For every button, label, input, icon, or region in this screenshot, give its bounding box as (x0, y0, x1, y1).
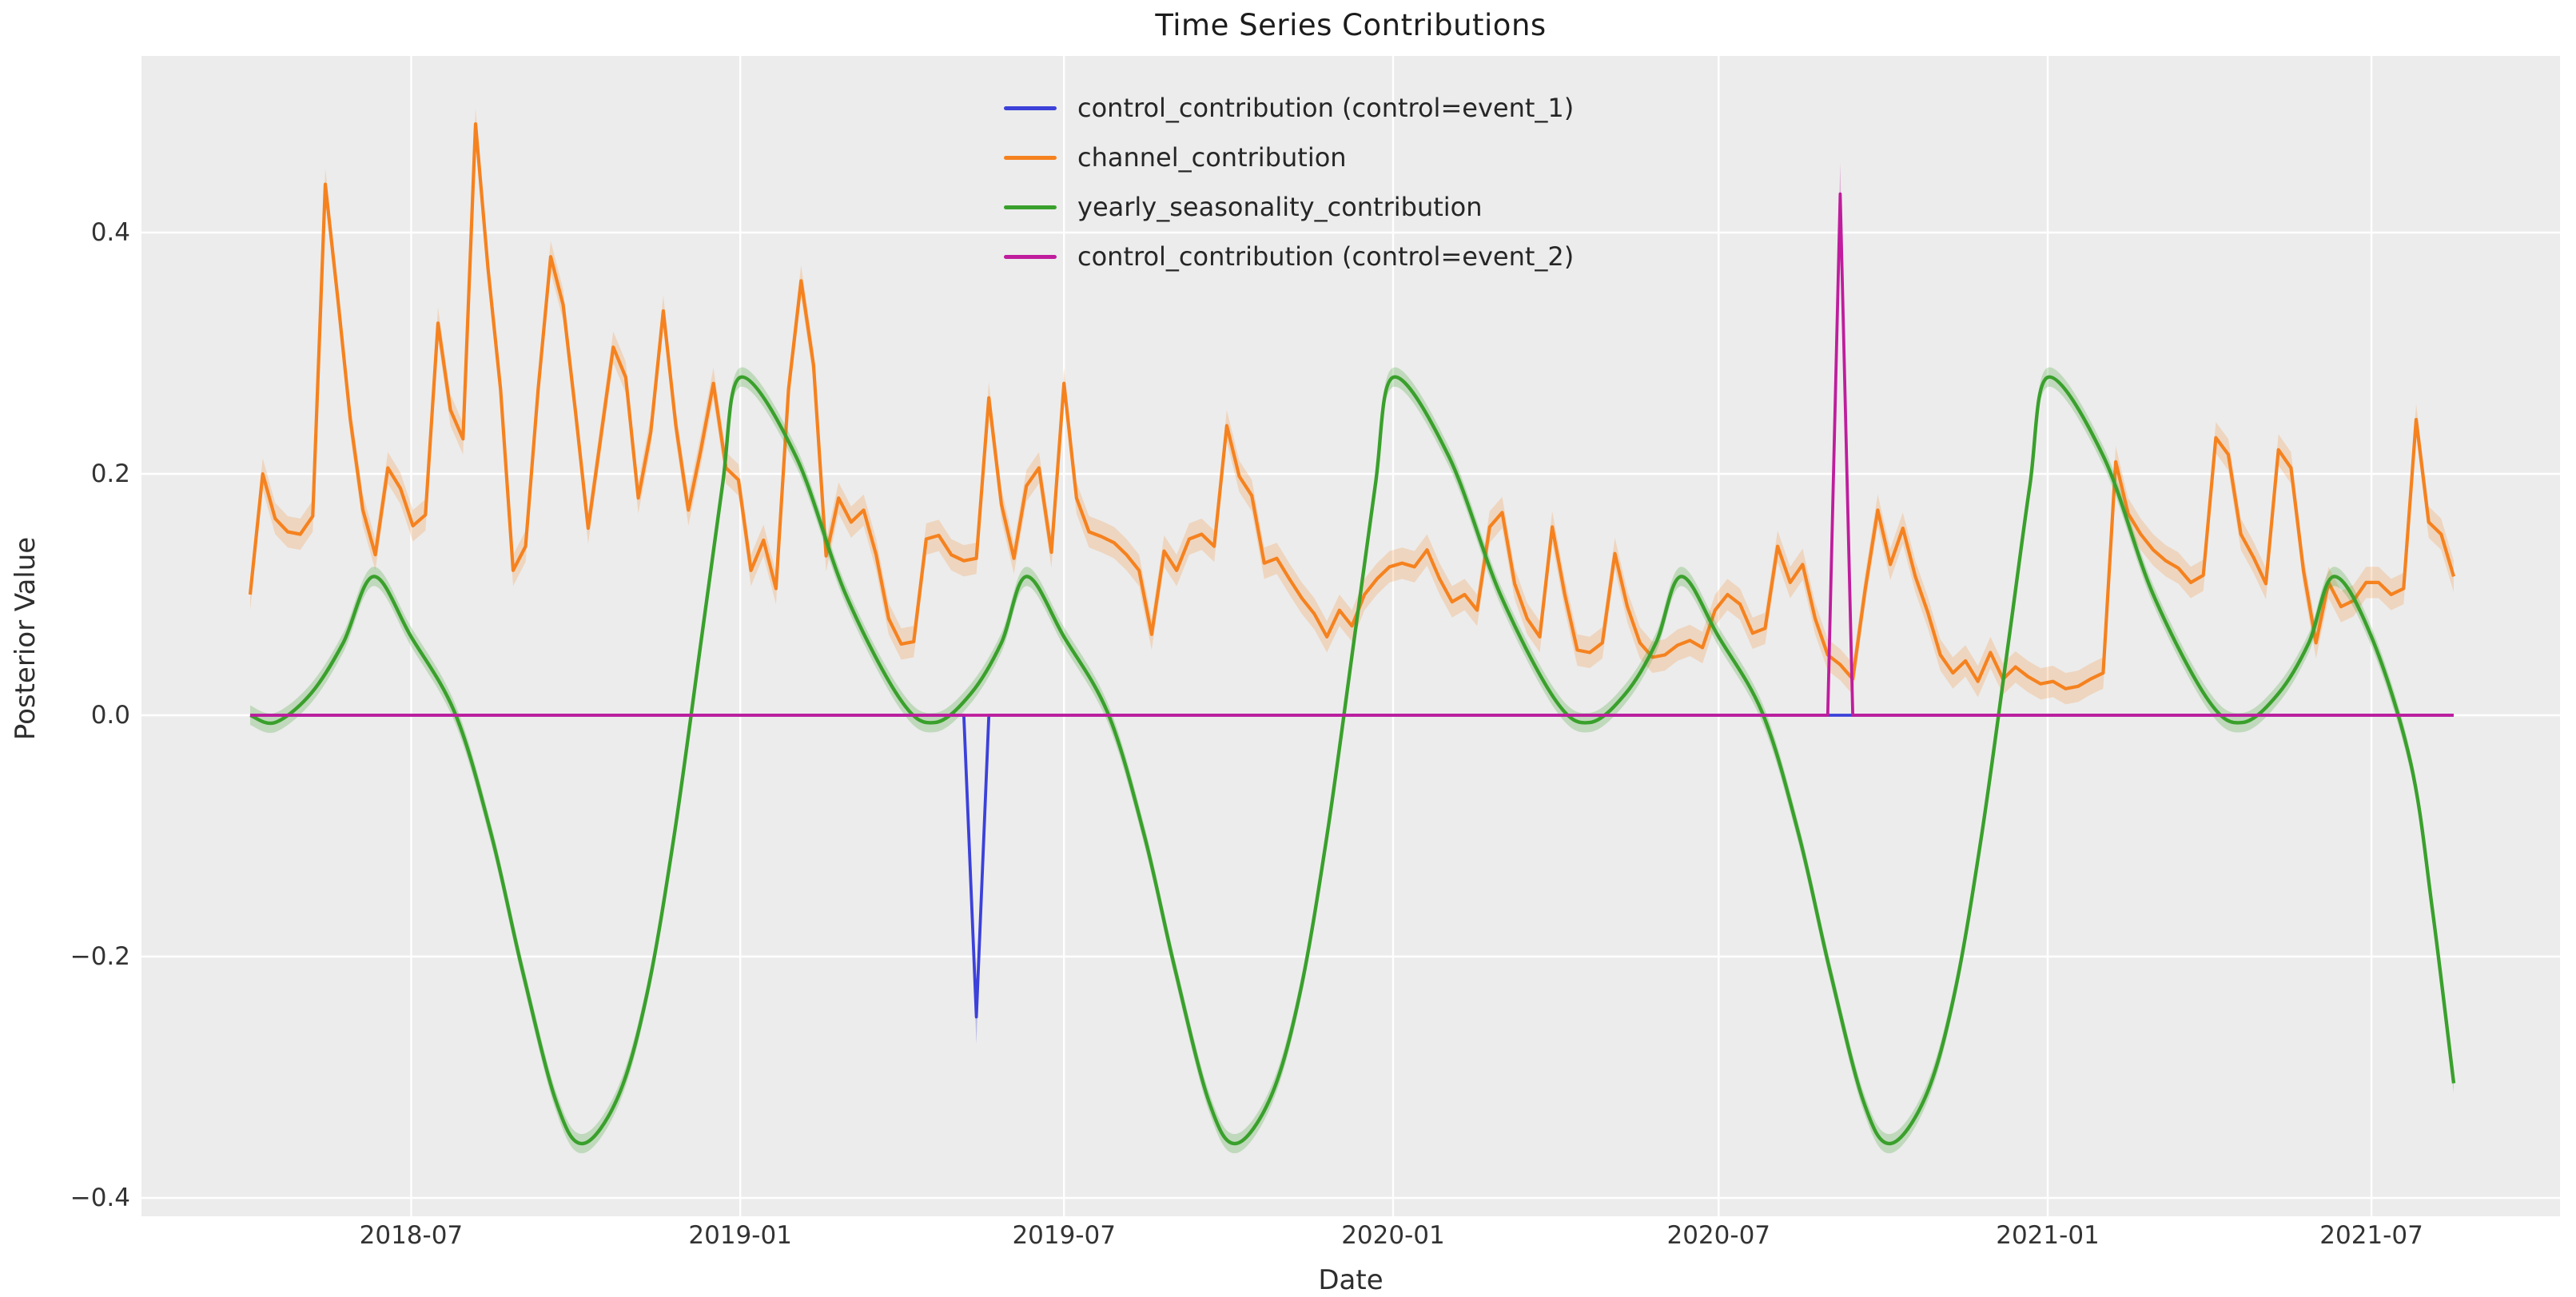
x-tick-label: 2018-07 (359, 1221, 464, 1250)
x-tick-label: 2021-01 (1996, 1221, 2100, 1250)
y-tick-label: −0.2 (70, 942, 130, 971)
line-3 (250, 192, 2454, 717)
plot-content (141, 56, 2560, 1216)
x-tick-label: 2019-01 (688, 1221, 792, 1250)
legend-label: control_contribution (control=event_2) (1077, 241, 1575, 272)
y-tick-label: −0.4 (70, 1184, 130, 1212)
legend-item: channel_contribution (1004, 133, 1574, 182)
y-axis-label: Posterior Value (10, 536, 42, 741)
legend-label: channel_contribution (1077, 142, 1347, 173)
line-1 (248, 122, 2456, 690)
chart-title: Time Series Contributions (1155, 8, 1547, 42)
legend-item: control_contribution (control=event_2) (1004, 232, 1574, 281)
y-tick-label: 0.0 (90, 701, 130, 730)
legend-line-icon (1004, 105, 1057, 110)
legend-line-icon (1004, 155, 1057, 160)
x-tick-label: 2020-01 (1341, 1221, 1445, 1250)
legend-line-icon (1004, 205, 1057, 209)
legend-item: yearly_seasonality_contribution (1004, 182, 1574, 232)
legend-label: yearly_seasonality_contribution (1077, 192, 1483, 222)
x-axis-label: Date (1318, 1264, 1384, 1296)
x-tick-label: 2019-07 (1012, 1221, 1116, 1250)
x-tick-label: 2021-07 (2319, 1221, 2423, 1250)
line-2 (249, 375, 2456, 1146)
plot-background (141, 56, 2560, 1216)
y-tick-label: 0.2 (90, 460, 130, 488)
legend-label: control_contribution (control=event_1) (1077, 93, 1575, 123)
legend-item: control_contribution (control=event_1) (1004, 83, 1574, 133)
y-tick-label: 0.4 (90, 218, 130, 247)
legend-line-icon (1004, 254, 1057, 259)
legend: control_contribution (control=event_1)ch… (1004, 83, 1574, 281)
x-tick-label: 2020-07 (1666, 1221, 1771, 1250)
